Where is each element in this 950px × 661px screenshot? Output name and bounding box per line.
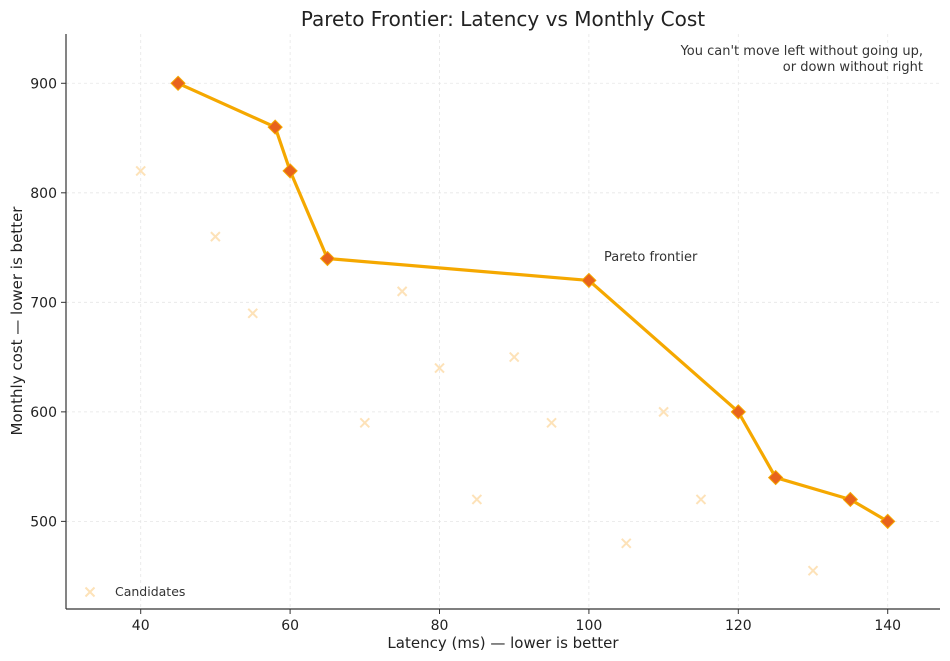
x-axis-label: Latency (ms) — lower is better — [387, 634, 619, 652]
y-tick-label: 500 — [30, 514, 57, 530]
x-tick-label: 40 — [132, 618, 150, 634]
frontier-point — [730, 404, 747, 420]
frontier-point — [319, 250, 336, 267]
candidate-point — [359, 417, 371, 429]
y-axis-label: Monthly cost — lower is better — [8, 206, 26, 436]
candidate-point — [621, 538, 632, 549]
candidate-point — [210, 231, 221, 242]
legend-candidates-marker — [84, 586, 96, 598]
frontier-point — [842, 491, 859, 508]
candidate-point — [396, 286, 408, 297]
data-layer — [135, 75, 896, 576]
frontier-point — [170, 75, 186, 91]
candidate-point — [546, 417, 557, 429]
note-line-2: or down without right — [783, 60, 923, 75]
grid-layer — [66, 34, 940, 609]
frontier-point — [767, 469, 784, 486]
legend: Candidates — [84, 584, 185, 599]
chart-title: Pareto Frontier: Latency vs Monthly Cost — [301, 7, 705, 31]
note-line-1: You can't move left without going up, — [680, 44, 923, 59]
candidate-point — [434, 362, 445, 374]
frontier-point — [282, 163, 298, 179]
candidate-point — [471, 494, 483, 505]
candidate-point — [508, 351, 520, 363]
frontier-point — [267, 119, 283, 135]
x-tick-label: 80 — [431, 618, 449, 634]
x-tick-label: 60 — [281, 618, 299, 634]
frontier-point — [880, 513, 896, 530]
axes-layer: 40 60 80 100 120 140 500 600 700 800 900 — [30, 34, 940, 634]
candidate-point — [695, 494, 707, 505]
legend-candidates-label: Candidates — [115, 584, 185, 599]
frontier-point — [581, 272, 597, 289]
x-tick-label: 140 — [874, 618, 901, 634]
pareto-frontier-annotation: Pareto frontier — [604, 250, 698, 265]
candidate-point — [247, 308, 258, 319]
candidate-point — [658, 406, 669, 418]
text-layer: Pareto Frontier: Latency vs Monthly Cost… — [8, 7, 923, 652]
y-tick-label: 800 — [30, 186, 57, 202]
y-tick-label: 600 — [30, 405, 57, 421]
candidate-point — [807, 565, 819, 576]
candidate-point — [135, 165, 146, 177]
x-tick-label: 100 — [576, 618, 603, 634]
y-tick-label: 700 — [30, 295, 57, 311]
y-tick-label: 900 — [30, 76, 57, 92]
x-tick-label: 120 — [725, 618, 752, 634]
